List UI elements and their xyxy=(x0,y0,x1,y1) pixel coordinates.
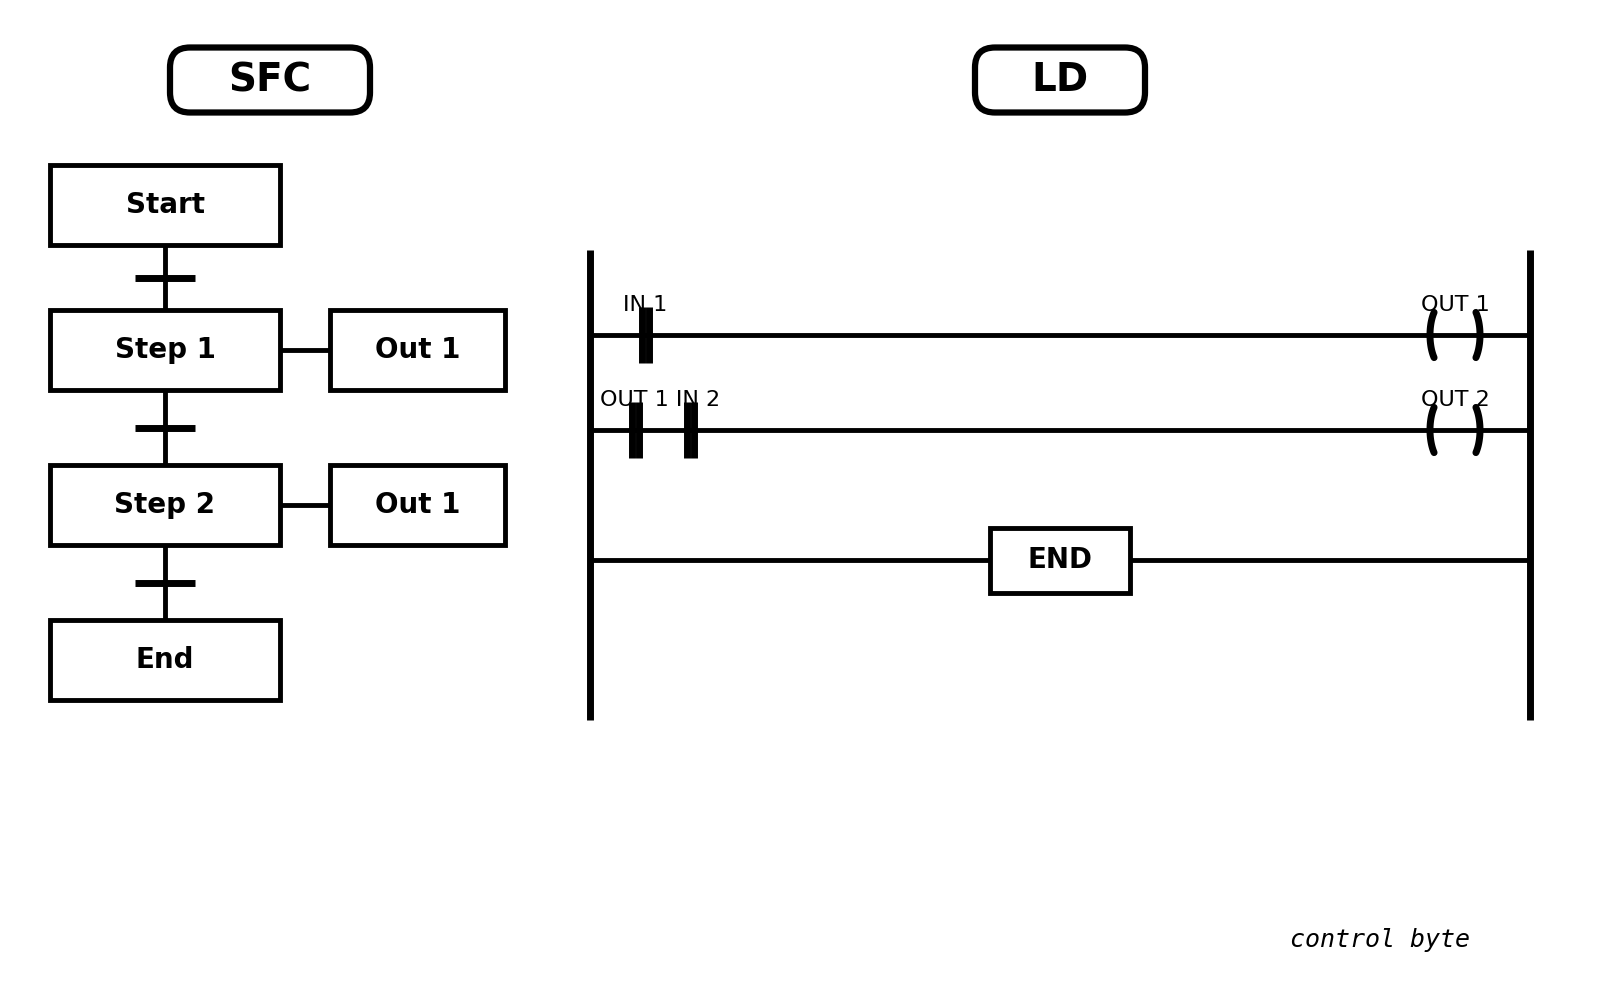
FancyBboxPatch shape xyxy=(974,47,1146,112)
Bar xyxy=(330,310,506,390)
Text: LD: LD xyxy=(1032,61,1088,99)
Text: OUT 1 IN 2: OUT 1 IN 2 xyxy=(600,390,720,410)
Text: Out 1: Out 1 xyxy=(374,336,461,364)
Text: OUT 1: OUT 1 xyxy=(1421,295,1490,315)
Text: Step 2: Step 2 xyxy=(115,491,216,519)
Text: Start: Start xyxy=(125,191,205,219)
Text: END: END xyxy=(1027,546,1093,574)
Bar xyxy=(50,310,280,390)
Text: control byte: control byte xyxy=(1290,928,1470,952)
Text: SFC: SFC xyxy=(229,61,312,99)
Bar xyxy=(50,465,280,545)
FancyBboxPatch shape xyxy=(170,47,370,112)
Bar xyxy=(50,620,280,700)
Text: OUT 2: OUT 2 xyxy=(1421,390,1490,410)
Text: IN 1: IN 1 xyxy=(622,295,667,315)
Text: Out 1: Out 1 xyxy=(374,491,461,519)
Text: End: End xyxy=(136,646,194,674)
Bar xyxy=(50,165,280,245)
Bar xyxy=(330,465,506,545)
Bar xyxy=(990,528,1130,592)
Text: Step 1: Step 1 xyxy=(115,336,216,364)
